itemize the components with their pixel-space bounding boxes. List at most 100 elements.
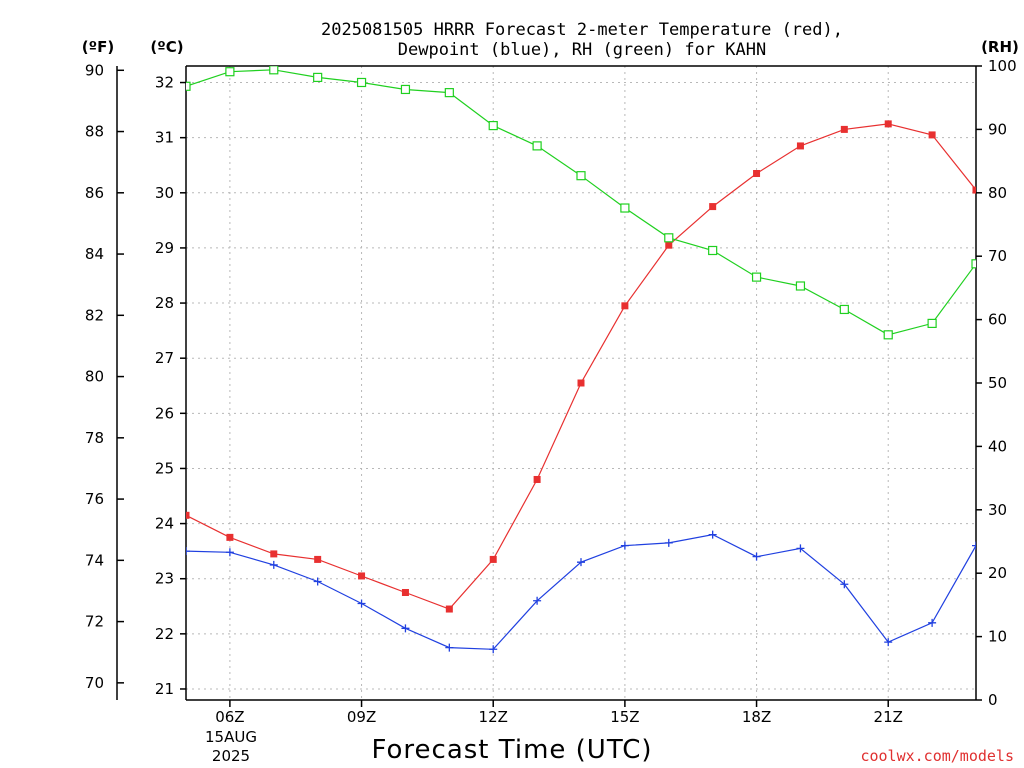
celsius-tick-label: 25: [155, 459, 174, 477]
dewpoint-point: [357, 599, 366, 608]
grid: [186, 66, 976, 700]
fahrenheit-tick-label: 78: [85, 429, 104, 447]
rh-point: [269, 66, 279, 75]
fahrenheit-tick-label: 80: [85, 368, 104, 386]
date-label-day: 15AUG: [205, 728, 257, 746]
celsius-tick-label: 24: [155, 515, 174, 533]
dewpoint-point: [533, 596, 542, 605]
rh-tick-label: 70: [988, 247, 1007, 265]
rh-point: [839, 304, 849, 315]
rh-point: [795, 281, 806, 291]
fahrenheit-tick-label: 84: [85, 245, 104, 263]
dewpoint-point: [577, 558, 585, 567]
fahrenheit-tick-label: 88: [85, 123, 104, 141]
temperature-point: [270, 550, 278, 558]
rh-point: [532, 141, 542, 151]
dewpoint-point: [928, 618, 937, 627]
temperature-point: [709, 203, 717, 211]
celsius-tick-label: 27: [155, 349, 174, 367]
credit-text: coolwx.com/models: [860, 747, 1014, 765]
rh-point: [225, 67, 235, 77]
rh-series: [186, 66, 976, 340]
rh-point: [620, 203, 630, 213]
dewpoint-point: [884, 638, 893, 647]
dewpoint-point: [752, 552, 761, 561]
x-tick-label: 15Z: [610, 708, 639, 726]
rh-point: [576, 171, 586, 181]
temperature-point: [577, 379, 585, 387]
rh-point: [444, 88, 454, 98]
x-tick-label: 06Z: [215, 708, 244, 726]
temperature-point: [445, 605, 453, 613]
temperature-series: [186, 120, 976, 613]
dewpoint-point: [401, 624, 410, 633]
celsius-tick-label: 32: [155, 74, 174, 92]
rh-point: [751, 272, 762, 282]
celsius-tick-label: 28: [155, 294, 174, 312]
fahrenheit-tick-label: 74: [85, 551, 104, 569]
fahrenheit-tick-label: 76: [85, 490, 104, 508]
celsius-axis-label: (ºC): [150, 38, 183, 56]
temperature-point: [401, 588, 409, 596]
temperature-point: [621, 302, 629, 310]
dewpoint-point: [269, 560, 278, 569]
rh-point: [356, 77, 367, 88]
dewpoint-point: [840, 580, 849, 589]
dewpoint-point: [796, 544, 805, 553]
celsius-tick-label: 31: [155, 129, 174, 147]
rh-line: [186, 69, 976, 336]
dewpoint-series: [186, 530, 976, 654]
dewpoint-point: [313, 577, 322, 586]
rh-point: [883, 330, 893, 340]
rh-point: [927, 318, 937, 329]
dewpoint-point: [186, 547, 190, 556]
chart-title-line1: 2025081505 HRRR Forecast 2-meter Tempera…: [321, 20, 843, 40]
temperature-point: [840, 125, 848, 133]
dewpoint-point: [489, 645, 498, 654]
axes: [116, 65, 982, 707]
x-tick-label: 18Z: [742, 708, 771, 726]
rh-point: [708, 245, 718, 256]
rh-tick-label: 100: [988, 57, 1017, 75]
rh-axis-label: (RH): [981, 38, 1019, 56]
temperature-point: [489, 555, 497, 563]
rh-point: [488, 120, 498, 131]
temperature-point: [753, 170, 761, 178]
rh-point: [971, 259, 976, 269]
series: [186, 66, 976, 654]
rh-tick-label: 90: [988, 120, 1007, 138]
rh-point: [186, 81, 191, 91]
fahrenheit-tick-label: 86: [85, 184, 104, 202]
fahrenheit-tick-label: 72: [85, 613, 104, 631]
rh-tick-label: 40: [988, 437, 1007, 455]
dewpoint-point: [972, 541, 976, 550]
fahrenheit-tick-label: 82: [85, 306, 104, 324]
temperature-point: [533, 475, 541, 483]
fahrenheit-tick-label: 70: [85, 674, 104, 692]
rh-point: [313, 72, 323, 83]
fahrenheit-axis-label: (ºF): [82, 38, 114, 56]
rh-tick-label: 60: [988, 311, 1007, 329]
dewpoint-point: [225, 548, 234, 557]
temperature-line: [186, 123, 976, 610]
temperature-point: [186, 511, 190, 519]
celsius-tick-label: 26: [155, 404, 174, 422]
tick-labels: 06Z 09Z 12Z 15Z 18Z 21Z 21 22 23 24 25 26 27 28 29 30 31…: [85, 57, 1017, 726]
celsius-tick-label: 23: [155, 570, 174, 588]
chart-title-line2: Dewpoint (blue), RH (green) for KAHN: [398, 40, 766, 60]
rh-point: [664, 233, 674, 243]
dewpoint-point: [664, 538, 673, 547]
date-label-year: 2025: [212, 747, 250, 765]
temperature-point: [884, 120, 892, 128]
rh-tick-label: 30: [988, 501, 1007, 519]
rh-tick-label: 80: [988, 184, 1007, 202]
x-axis-title: Forecast Time (UTC): [371, 735, 652, 765]
dewpoint-point: [708, 530, 717, 539]
x-tick-label: 12Z: [479, 708, 508, 726]
x-tick-label: 21Z: [874, 708, 903, 726]
rh-point: [400, 84, 411, 95]
rh-tick-label: 50: [988, 374, 1007, 392]
dewpoint-point: [445, 643, 454, 652]
x-tick-label: 09Z: [347, 708, 376, 726]
